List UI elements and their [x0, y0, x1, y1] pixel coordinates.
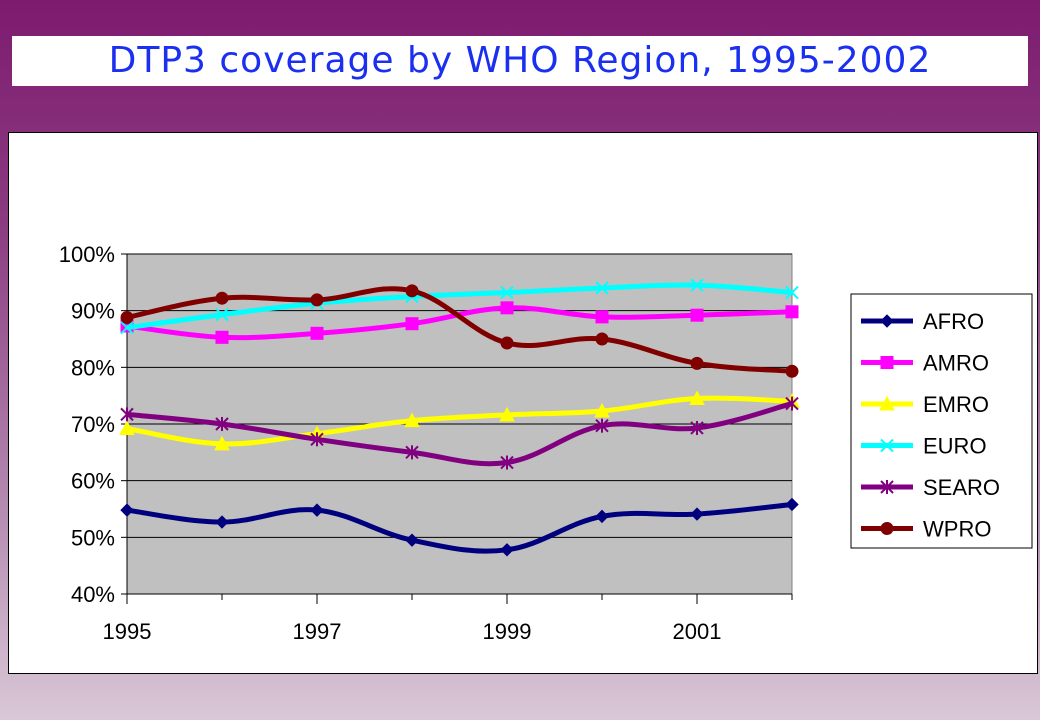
x-tick-label: 1999 [483, 619, 532, 644]
series-searo-point [500, 455, 514, 470]
series-searo-point [595, 418, 609, 433]
legend-label-afro: AFRO [923, 309, 984, 334]
legend-item-euro: EURO [861, 434, 987, 459]
legend-marker-afro [880, 314, 894, 328]
series-euro-point-stroke [120, 320, 134, 335]
legend-item-searo: SEARO [861, 475, 1000, 500]
y-tick-label: 40% [71, 582, 115, 607]
series-searo [120, 396, 799, 470]
series-amro-point [500, 301, 514, 315]
series-amro-point [690, 308, 704, 322]
series-afro [120, 497, 799, 557]
y-tick-label: 100% [59, 242, 115, 267]
series-afro-point [690, 507, 704, 521]
series-searo-line [126, 401, 793, 467]
series-emro-point [119, 420, 135, 436]
x-tick-labels: 1995 1997 1999 2001 [103, 619, 722, 644]
series-afro-point [120, 503, 134, 517]
series-euro-point [500, 285, 514, 300]
legend-label-searo: SEARO [923, 475, 1000, 500]
legend-item-wpro: WPRO [861, 517, 991, 542]
series-wpro-line [126, 286, 793, 374]
series-emro-point [404, 412, 420, 428]
series-afro-point [310, 503, 324, 517]
series-searo-point [215, 417, 229, 431]
series-amro-point [595, 310, 609, 324]
series-wpro-point [405, 284, 419, 298]
legend-label-euro: EURO [923, 434, 987, 459]
series-emro-line [126, 395, 793, 447]
x-tick-label: 2001 [673, 619, 722, 644]
legend-item-emro: EMRO [861, 392, 989, 417]
y-tick-label: 70% [71, 412, 115, 437]
legend: AFRO AMRO EMRO EURO SEARO WPRO [850, 293, 1033, 549]
series-amro-point [310, 326, 324, 340]
series-wpro-point [120, 310, 134, 324]
legend-marker-emro [879, 395, 895, 411]
series-euro-point [120, 320, 134, 335]
y-tick-label: 80% [71, 355, 115, 380]
legend-marker-euro-stroke [880, 438, 894, 453]
series-emro-point [214, 435, 230, 451]
series-euro-point [215, 307, 229, 322]
series-emro-point [689, 390, 705, 405]
series-afro-point [215, 515, 229, 529]
slide-title: DTP3 coverage by WHO Region, 1995-2002 [108, 40, 932, 81]
y-tick-labels: 40% 50% 60% 70% 80% 90% 100% [59, 242, 115, 607]
series-euro-line [126, 282, 793, 331]
series-afro-point [595, 509, 609, 524]
series-euro-point [595, 281, 609, 295]
series-amro-point [405, 317, 419, 331]
series-searo-point [785, 396, 799, 411]
legend-label-amro: AMRO [923, 351, 989, 376]
legend-marker-amro [880, 356, 894, 369]
y-tick-label: 60% [71, 469, 115, 494]
series-wpro-point [785, 364, 799, 378]
series-emro-point [594, 402, 610, 418]
series-afro-point [500, 543, 514, 557]
series-amro-point [215, 330, 229, 344]
legend-item-afro: AFRO [861, 309, 984, 334]
series-euro-point [785, 285, 799, 300]
series-wpro-point [595, 332, 609, 346]
series-euro-point-stroke [785, 285, 799, 300]
legend-marker-searo [880, 480, 894, 494]
x-tick-label: 1995 [103, 619, 152, 644]
y-tick-label: 50% [71, 525, 115, 550]
series-afro-line [126, 501, 793, 554]
y-tick-label: 90% [71, 299, 115, 324]
x-tick-label: 1997 [293, 619, 342, 644]
series-wpro-point [500, 336, 514, 350]
series-emro-point [499, 406, 515, 422]
series-afro-point [785, 497, 799, 512]
series-wpro [120, 284, 799, 378]
legend-label-wpro: WPRO [923, 517, 991, 542]
series-afro-point [405, 533, 419, 547]
series-searo-point [690, 420, 704, 435]
legend-label-emro: EMRO [923, 392, 989, 417]
series-euro-point [690, 278, 704, 292]
legend-marker-euro [880, 438, 894, 453]
series-searo-point [405, 445, 419, 460]
series-wpro-point [215, 291, 229, 305]
legend-box [850, 293, 1033, 549]
series-euro-point-stroke [690, 278, 704, 292]
title-bar: DTP3 coverage by WHO Region, 1995-2002 [12, 36, 1028, 86]
series-lines [119, 278, 800, 557]
series-searo-point [120, 407, 134, 422]
series-searo-point [310, 432, 324, 447]
series-euro-point-stroke [215, 307, 229, 322]
series-euro-point-stroke [500, 285, 514, 300]
legend-item-amro: AMRO [861, 351, 989, 376]
series-wpro-point [310, 293, 324, 307]
series-euro-point-stroke [595, 281, 609, 295]
series-amro-point [785, 305, 799, 319]
series-wpro-point [690, 356, 704, 370]
legend-marker-wpro [880, 522, 894, 535]
